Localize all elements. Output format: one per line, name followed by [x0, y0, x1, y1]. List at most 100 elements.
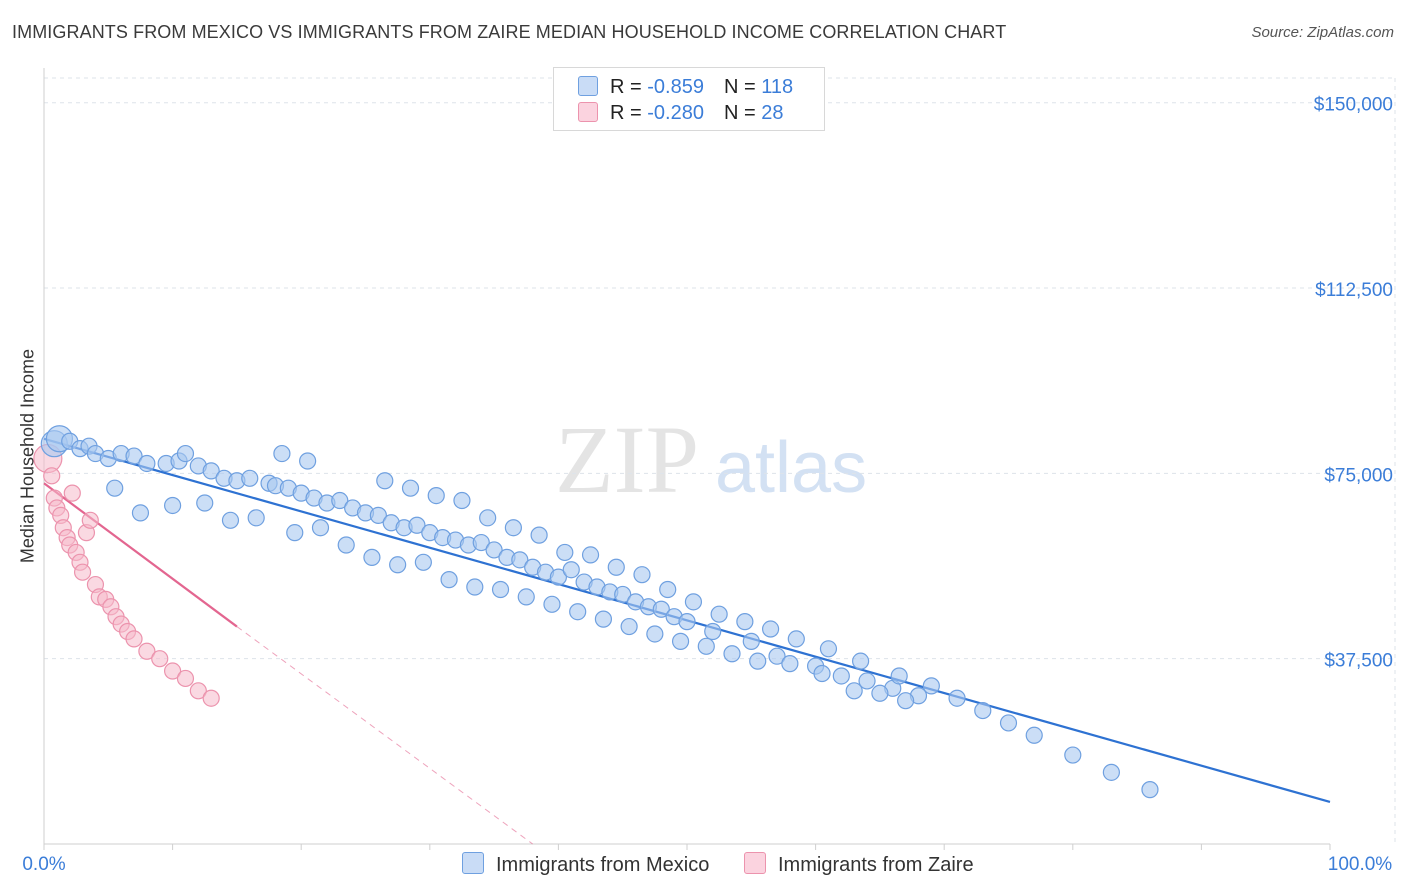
mexico-point: [164, 496, 182, 515]
mexico-point: [504, 519, 522, 537]
mexico-point: [299, 452, 317, 470]
zaire-trend-extension: [236, 626, 533, 845]
mexico-points: [40, 425, 1159, 799]
mexico-point: [974, 701, 992, 720]
zaire-point: [138, 642, 156, 660]
watermark-atlas: atlas: [715, 428, 867, 508]
mexico-point: [286, 524, 304, 542]
x-tick-label: 0.0%: [22, 854, 65, 875]
mexico-point: [369, 506, 387, 524]
zaire-point: [73, 563, 92, 581]
mexico-point: [1141, 781, 1159, 799]
mexico-point: [414, 553, 432, 571]
zaire-point: [164, 662, 182, 680]
zaire-point: [176, 669, 195, 688]
y-tick-label: $150,000: [1314, 95, 1393, 116]
mexico-point: [819, 640, 838, 658]
legend-r-value: -0.859: [647, 76, 704, 98]
mexico-point: [427, 486, 445, 505]
mexico-point: [389, 556, 407, 574]
mexico-point: [768, 647, 786, 665]
mexico-point: [125, 447, 143, 465]
bottom-legend-mexico: Immigrants from Mexico: [462, 852, 709, 877]
mexico-point: [549, 568, 568, 586]
legend-r-value: -0.280: [647, 102, 704, 124]
zaire-point: [202, 689, 220, 707]
mexico-point: [581, 546, 600, 564]
mexico-point: [543, 595, 561, 613]
bottom-legend-swatch-zaire: [744, 852, 766, 874]
mexico-point: [202, 462, 220, 480]
mexico-point: [890, 667, 908, 685]
mexico-point: [723, 645, 741, 663]
zaire-point: [43, 467, 61, 485]
mexico-point: [569, 603, 587, 621]
mexico-point: [363, 548, 381, 566]
mexico-point: [247, 509, 265, 527]
x-tick-label: 100.0%: [1328, 854, 1393, 875]
mexico-point: [646, 625, 664, 643]
bottom-legend-label-zaire: Immigrants from Zaire: [778, 854, 974, 876]
mexico-point: [376, 472, 394, 490]
mexico-point: [517, 588, 535, 606]
mexico-point: [196, 494, 214, 512]
mexico-point: [922, 677, 940, 695]
mexico-point: [466, 578, 484, 596]
mexico-point: [273, 444, 291, 463]
mexico-point: [614, 585, 632, 604]
mexico-point: [556, 543, 574, 562]
zaire-trend-line: [43, 482, 238, 628]
legend-n-value: 28: [761, 102, 784, 124]
zaire-point: [151, 650, 169, 668]
legend-n-label: N =: [723, 102, 762, 124]
legend-row-zaire: R = -0.280 N = 28: [578, 102, 783, 126]
legend-swatch-zaire: [578, 102, 598, 122]
mexico-point: [311, 519, 330, 537]
chart-title: IMMIGRANTS FROM MEXICO VS IMMIGRANTS FRO…: [12, 22, 1007, 42]
watermark-zip: ZIP: [555, 406, 699, 513]
mexico-point: [761, 620, 780, 638]
bottom-legend-zaire: Immigrants from Zaire: [744, 852, 974, 877]
mexico-point: [697, 637, 715, 655]
watermark: ZIP atlas: [555, 406, 867, 513]
mexico-point: [337, 536, 355, 554]
mexico-point: [948, 689, 966, 707]
legend-row-mexico: R = -0.859 N = 118: [578, 76, 793, 100]
mexico-point: [620, 617, 638, 636]
zaire-point: [125, 630, 143, 648]
mexico-point: [858, 672, 876, 690]
zaire-point: [63, 484, 81, 502]
mexico-point: [408, 516, 426, 534]
mexico-point: [787, 630, 805, 648]
mexico-point: [845, 682, 863, 700]
zaire-point: [189, 682, 207, 700]
legend-r-label: R =: [610, 102, 648, 124]
mexico-point: [440, 571, 458, 589]
mexico-point: [832, 667, 850, 685]
mexico-point: [562, 561, 580, 579]
correlation-legend: R = -0.859 N = 118 R = -0.280 N = 28: [553, 67, 825, 131]
zaire-points: [33, 443, 220, 707]
mexico-point: [1025, 726, 1043, 744]
legend-r-label: R =: [610, 76, 648, 98]
mexico-point: [852, 652, 870, 670]
mexico-point: [241, 469, 259, 487]
mexico-point: [530, 526, 548, 544]
mexico-point: [453, 491, 471, 510]
mexico-point: [999, 714, 1018, 732]
mexico-point: [749, 652, 767, 670]
source-label: Source: ZipAtlas.com: [1251, 24, 1394, 41]
y-axis-label: Median Household Income: [17, 348, 38, 564]
legend-n-label: N =: [723, 76, 762, 98]
bottom-legend-label-mexico: Immigrants from Mexico: [496, 854, 710, 876]
mexico-point: [485, 541, 503, 559]
mexico-point: [401, 479, 420, 497]
mexico-point: [813, 664, 831, 683]
mexico-point: [331, 491, 349, 510]
mexico-point: [684, 593, 703, 611]
mexico-point: [678, 613, 696, 631]
mexico-point: [106, 479, 124, 497]
mexico-point: [736, 613, 754, 631]
mexico-point: [511, 551, 529, 569]
